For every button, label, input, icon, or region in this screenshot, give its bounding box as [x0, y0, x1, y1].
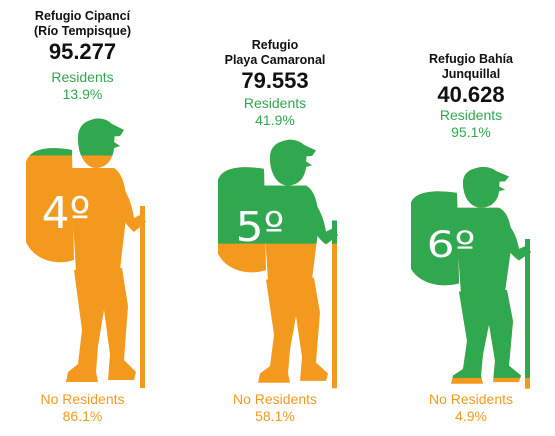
- hiker-figure: 5º: [218, 139, 338, 389]
- residents-percent: 95.1%: [451, 124, 491, 140]
- residents-label: Residents: [243, 95, 307, 111]
- hiker-shape: [501, 217, 531, 261]
- panel-cipanci: Refugio Cipancí (Río Tempisque) 95.277 R…: [0, 0, 165, 436]
- hiker-shape: [465, 166, 509, 184]
- hiker-shape: [262, 185, 319, 244]
- rank-label: 5º: [236, 203, 285, 250]
- hiker-shape: [26, 148, 74, 263]
- residents-label: Residents: [439, 107, 503, 123]
- hiker-shape: [332, 220, 337, 389]
- panel-title-line-1: Refugio: [251, 38, 299, 52]
- hiker-shape: [332, 220, 337, 244]
- total-visitors: 95.277: [48, 39, 117, 64]
- residents-percent: 41.9%: [255, 112, 295, 128]
- no-residents-percent: 86.1%: [62, 408, 103, 424]
- no-residents-label: No Residents: [232, 391, 318, 407]
- hiker-green-part: [218, 139, 338, 244]
- rank-label: 6º: [427, 225, 476, 266]
- hiker-shape: [116, 180, 146, 232]
- hiker-orange-part: [26, 118, 146, 388]
- hiker-shape: [140, 206, 145, 388]
- hiker-shape: [258, 277, 328, 383]
- panel-title-line-2: Playa Camaronal: [224, 53, 326, 67]
- hiker-shape: [272, 139, 316, 158]
- hiker-shape: [525, 238, 530, 378]
- residents-percent: 13.9%: [62, 86, 103, 102]
- hiker-shape: [70, 168, 127, 272]
- hiker-green-part: [29, 118, 124, 156]
- total-visitors: 79.553: [241, 68, 309, 93]
- no-residents-label: No Residents: [428, 391, 514, 407]
- hiker-green-part: [411, 166, 531, 378]
- no-residents-percent: 58.1%: [255, 408, 295, 424]
- panel-title-line-1: Refugio Cipancí: [34, 9, 131, 23]
- panel-title-line-2: (Río Tempisque): [34, 24, 131, 38]
- hiker-shape: [411, 191, 459, 286]
- hiker-figure: 4º: [26, 118, 146, 388]
- hiker-shape: [29, 148, 73, 156]
- hiker-shape: [455, 207, 512, 294]
- residents-label: Residents: [51, 69, 114, 85]
- panel-title-line-1: Refugio Bahía: [428, 52, 514, 66]
- hiker-shape: [66, 268, 136, 382]
- rank-label: 4º: [42, 188, 91, 239]
- no-residents-percent: 4.9%: [455, 408, 487, 424]
- hiker-shape: [452, 289, 521, 378]
- panel-camaronal: Refugio Playa Camaronal 79.553 Residents…: [190, 0, 360, 436]
- hiker-shape: [308, 196, 338, 244]
- panel-title-line-2: Junquillal: [441, 67, 501, 81]
- total-visitors: 40.628: [437, 82, 505, 107]
- hiker-shape: [80, 118, 124, 138]
- hiker-figure: 6º: [411, 166, 531, 389]
- no-residents-label: No Residents: [40, 391, 125, 407]
- panel-junquillal: Refugio Bahía Junquillal 40.628 Resident…: [387, 0, 555, 436]
- hiker-shape: [218, 167, 266, 244]
